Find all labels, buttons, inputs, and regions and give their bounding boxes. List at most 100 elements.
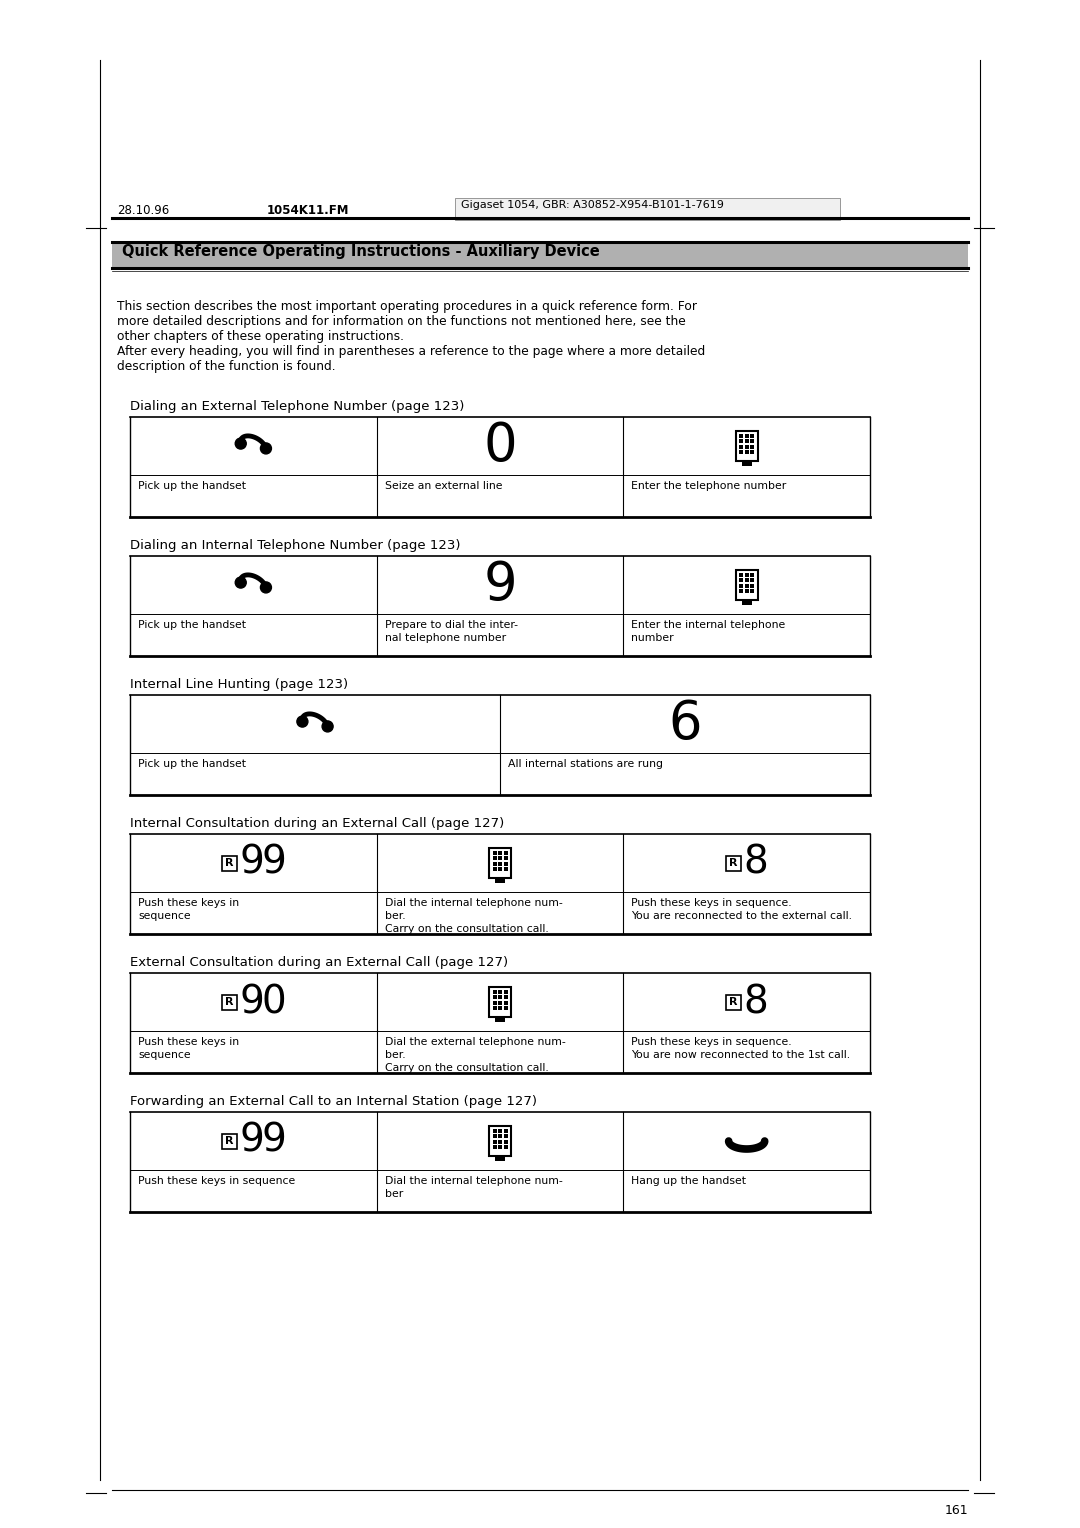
Text: Dialing an External Telephone Number (page 123): Dialing an External Telephone Number (pa… [130, 400, 464, 413]
Bar [492, 1007, 497, 1010]
Text: Hang up the handset: Hang up the handset [632, 1177, 746, 1186]
Text: Internal Consultation during an External Call (page 127): Internal Consultation during an External… [130, 817, 504, 830]
Bar [739, 584, 743, 588]
Text: 0: 0 [261, 983, 286, 1021]
Bar [742, 461, 752, 466]
Bar [739, 590, 743, 593]
Bar [745, 578, 748, 582]
Bar [726, 995, 741, 1010]
Text: 9: 9 [483, 559, 517, 611]
Bar [739, 445, 743, 449]
Bar [498, 851, 502, 854]
Bar [492, 1146, 497, 1149]
Bar [495, 1157, 505, 1161]
Bar [503, 1134, 508, 1138]
Circle shape [322, 721, 333, 732]
Bar [495, 1018, 505, 1022]
Bar [492, 1001, 497, 1005]
Bar [503, 1001, 508, 1005]
Bar [503, 1007, 508, 1010]
Bar [751, 590, 754, 593]
Bar [492, 1129, 497, 1132]
Text: Push these keys in
sequence: Push these keys in sequence [138, 898, 239, 921]
Text: Pick up the handset: Pick up the handset [138, 481, 246, 490]
Bar [492, 995, 497, 999]
Text: 9: 9 [240, 843, 265, 882]
Text: R: R [729, 996, 738, 1007]
Bar [739, 573, 743, 576]
Text: Quick Reference Operating Instructions - Auxiliary Device: Quick Reference Operating Instructions -… [122, 244, 599, 260]
Bar [221, 1134, 237, 1149]
Bar [751, 578, 754, 582]
Bar [751, 584, 754, 588]
Bar [751, 434, 754, 437]
Bar [492, 1134, 497, 1138]
Text: 6: 6 [669, 698, 702, 750]
Text: Push these keys in
sequence: Push these keys in sequence [138, 1038, 239, 1060]
Bar [498, 1129, 502, 1132]
Bar [745, 439, 748, 443]
Bar [498, 1007, 502, 1010]
Circle shape [235, 578, 246, 588]
Text: 0: 0 [483, 420, 517, 472]
Bar [745, 451, 748, 454]
Text: 9: 9 [261, 843, 286, 882]
Text: This section describes the most important operating procedures in a quick refere: This section describes the most importan… [117, 299, 697, 313]
Circle shape [260, 443, 271, 454]
Bar [498, 1001, 502, 1005]
Text: description of the function is found.: description of the function is found. [117, 361, 336, 373]
Text: Seize an external line: Seize an external line [384, 481, 502, 490]
Text: Enter the internal telephone
number: Enter the internal telephone number [632, 620, 785, 643]
Bar [503, 862, 508, 866]
Bar [492, 851, 497, 854]
Bar [745, 590, 748, 593]
Text: Dial the internal telephone num-
ber.
Carry on the consultation call.: Dial the internal telephone num- ber. Ca… [384, 898, 563, 934]
Text: All internal stations are rung: All internal stations are rung [508, 759, 663, 769]
Bar [503, 1129, 508, 1132]
Bar [503, 1146, 508, 1149]
Bar [503, 1140, 508, 1144]
Bar [221, 995, 237, 1010]
Bar [745, 584, 748, 588]
Bar [489, 1126, 511, 1157]
Bar [498, 862, 502, 866]
Text: Forwarding an External Call to an Internal Station (page 127): Forwarding an External Call to an Intern… [130, 1096, 537, 1108]
Circle shape [235, 439, 246, 449]
Bar [112, 241, 968, 267]
Bar [745, 573, 748, 576]
Bar [492, 862, 497, 866]
Text: 28.10.96: 28.10.96 [117, 205, 170, 217]
Text: Enter the telephone number: Enter the telephone number [632, 481, 786, 490]
Bar [498, 1146, 502, 1149]
Text: Internal Line Hunting (page 123): Internal Line Hunting (page 123) [130, 678, 348, 691]
Bar [751, 573, 754, 576]
Bar [739, 434, 743, 437]
Text: 8: 8 [744, 983, 769, 1021]
Bar [492, 868, 497, 871]
Bar [498, 990, 502, 993]
Text: more detailed descriptions and for information on the functions not mentioned he: more detailed descriptions and for infor… [117, 315, 686, 329]
Bar [739, 439, 743, 443]
Bar [498, 868, 502, 871]
Text: 9: 9 [261, 1122, 286, 1160]
Bar [455, 199, 840, 220]
Text: R: R [225, 1135, 233, 1146]
Bar [739, 451, 743, 454]
Text: R: R [729, 859, 738, 868]
Bar [492, 1140, 497, 1144]
Text: Prepare to dial the inter-
nal telephone number: Prepare to dial the inter- nal telephone… [384, 620, 517, 643]
Text: Push these keys in sequence.
You are reconnected to the external call.: Push these keys in sequence. You are rec… [632, 898, 852, 921]
Text: other chapters of these operating instructions.: other chapters of these operating instru… [117, 330, 404, 342]
Bar [498, 856, 502, 860]
Bar [739, 578, 743, 582]
Circle shape [260, 582, 271, 593]
Bar [745, 445, 748, 449]
Text: 9: 9 [240, 1122, 265, 1160]
Bar [503, 851, 508, 854]
Bar [503, 868, 508, 871]
Text: 1054K11.FM: 1054K11.FM [267, 205, 350, 217]
Text: Pick up the handset: Pick up the handset [138, 759, 246, 769]
Text: Pick up the handset: Pick up the handset [138, 620, 246, 630]
Bar [503, 995, 508, 999]
Text: 9: 9 [240, 983, 265, 1021]
